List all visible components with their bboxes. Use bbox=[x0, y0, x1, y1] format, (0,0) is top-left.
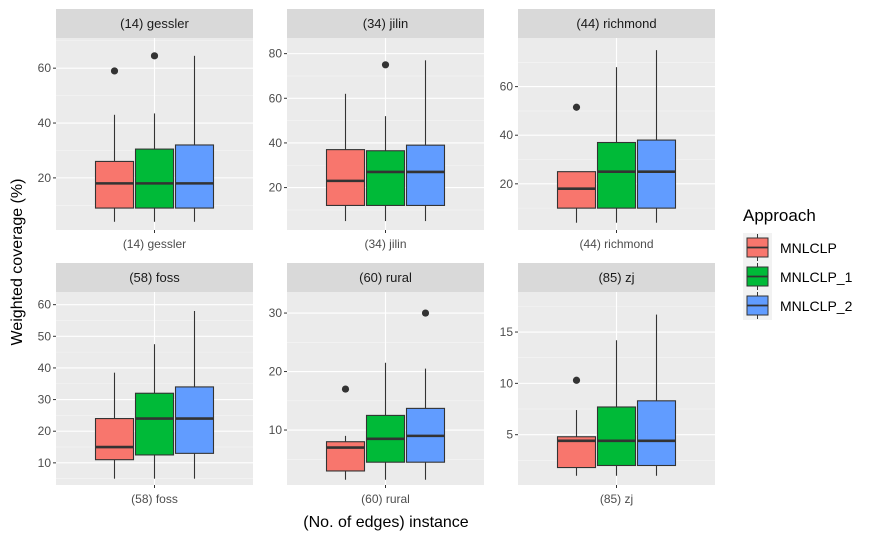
box-mnlclp-2 bbox=[636, 50, 677, 223]
box-body bbox=[636, 139, 677, 209]
box-mnlclp-2 bbox=[405, 60, 446, 222]
facet-strip bbox=[518, 263, 715, 292]
facet-strip bbox=[287, 9, 484, 38]
x-tick-label: (60) rural bbox=[361, 492, 410, 506]
y-tick-label: 60 bbox=[500, 80, 514, 94]
y-tick-label: 40 bbox=[38, 116, 52, 130]
y-tick-label: 30 bbox=[269, 306, 283, 320]
outlier-point bbox=[341, 385, 350, 393]
box-body bbox=[596, 406, 637, 467]
y-tick-label: 80 bbox=[269, 47, 283, 61]
legend-item-mnlclp-2: MNLCLP_2 bbox=[743, 291, 853, 320]
y-tick-label: 15 bbox=[500, 325, 514, 339]
outlier-point bbox=[421, 309, 430, 317]
box-mnlclp-1 bbox=[134, 52, 175, 222]
y-tick-label: 20 bbox=[500, 177, 514, 191]
x-tick-label: (85) zj bbox=[600, 492, 633, 506]
facet-panel: (58) foss 10 20 30 40 50 60 (58) foss bbox=[38, 263, 253, 506]
y-tick-label: 60 bbox=[38, 298, 52, 312]
facet-panel: (85) zj 5 10 15 (85) zj bbox=[500, 263, 715, 506]
box-body bbox=[596, 141, 637, 209]
box-mnlclp bbox=[94, 67, 135, 222]
y-axis-title: Weighted coverage (%) bbox=[9, 179, 26, 346]
box-body bbox=[365, 150, 406, 206]
box-body bbox=[134, 148, 175, 209]
box-body bbox=[174, 386, 215, 454]
outlier-point bbox=[150, 52, 159, 60]
box-mnlclp bbox=[556, 103, 597, 223]
box-mnlclp-2 bbox=[405, 309, 446, 480]
y-tick-label: 40 bbox=[500, 128, 514, 142]
y-tick-label: 20 bbox=[269, 181, 283, 195]
x-tick-label: (44) richmond bbox=[579, 237, 653, 251]
box-mnlclp-2 bbox=[174, 310, 215, 479]
box-mnlclp-2 bbox=[174, 55, 215, 222]
box-body bbox=[94, 418, 135, 461]
facet-strip-label: (14) gessler bbox=[120, 16, 189, 31]
box-mnlclp-1 bbox=[596, 67, 637, 223]
y-tick-label: 10 bbox=[269, 423, 283, 437]
legend-label: MNLCLP_1 bbox=[780, 269, 853, 285]
box-body bbox=[405, 144, 446, 206]
box-mnlclp bbox=[94, 372, 135, 479]
y-tick-label: 10 bbox=[500, 376, 514, 390]
y-tick-label: 5 bbox=[506, 428, 513, 442]
facet-strip-label: (44) richmond bbox=[576, 16, 656, 31]
panels-layer: (14) gessler 20 40 60 (14) gessler (34) jilin… bbox=[38, 9, 715, 506]
y-tick-label: 30 bbox=[38, 393, 52, 407]
facet-strip-label: (58) foss bbox=[129, 270, 180, 285]
box-mnlclp-2 bbox=[636, 314, 677, 476]
box-body bbox=[325, 149, 366, 206]
box-body bbox=[174, 144, 215, 209]
y-tick-label: 20 bbox=[269, 365, 283, 379]
x-tick-label: (14) gessler bbox=[123, 237, 186, 251]
facet-strip bbox=[56, 9, 253, 38]
y-tick-label: 60 bbox=[38, 61, 52, 75]
legend: Approach MNLCLP MNLCLP_1 MNLCLP_2 bbox=[743, 206, 853, 320]
facet-panel: (14) gessler 20 40 60 (14) gessler bbox=[38, 9, 253, 251]
box-body bbox=[636, 400, 677, 467]
box-mnlclp-1 bbox=[134, 344, 175, 479]
y-tick-label: 20 bbox=[38, 171, 52, 185]
facet-panel: (60) rural 10 20 30 (60) rural bbox=[269, 263, 484, 506]
box-body bbox=[325, 441, 366, 472]
x-axis-title: (No. of edges) instance bbox=[303, 514, 469, 531]
legend-item-mnlclp-1: MNLCLP_1 bbox=[743, 262, 853, 291]
x-tick-label: (58) foss bbox=[131, 492, 178, 506]
legend-label: MNLCLP bbox=[780, 240, 837, 256]
box-mnlclp-1 bbox=[596, 340, 637, 476]
y-tick-label: 50 bbox=[38, 329, 52, 343]
box-mnlclp bbox=[325, 93, 366, 222]
y-tick-label: 20 bbox=[38, 424, 52, 438]
legend-item-mnlclp: MNLCLP bbox=[743, 233, 837, 262]
outlier-point bbox=[572, 376, 581, 384]
facet-strip bbox=[518, 9, 715, 38]
x-tick-label: (34) jilin bbox=[364, 237, 406, 251]
legend-label: MNLCLP_2 bbox=[780, 298, 853, 314]
facet-strip-label: (60) rural bbox=[359, 270, 412, 285]
facet-panel: (44) richmond 20 40 60 (44) richmond bbox=[500, 9, 715, 251]
box-mnlclp-1 bbox=[365, 362, 406, 480]
outlier-point bbox=[572, 103, 581, 111]
y-tick-label: 40 bbox=[38, 361, 52, 375]
facet-strip bbox=[56, 263, 253, 292]
facet-strip-label: (34) jilin bbox=[363, 16, 409, 31]
box-mnlclp bbox=[556, 376, 597, 476]
outlier-point bbox=[110, 67, 119, 75]
facet-panel: (34) jilin 20 40 60 80 (34) jilin bbox=[269, 9, 484, 251]
box-body bbox=[134, 392, 175, 456]
y-tick-label: 60 bbox=[269, 91, 283, 105]
facet-strip bbox=[287, 263, 484, 292]
box-mnlclp bbox=[325, 385, 366, 480]
y-tick-label: 10 bbox=[38, 456, 52, 470]
box-body bbox=[94, 160, 135, 209]
facet-strip-label: (85) zj bbox=[598, 270, 634, 285]
outlier-point bbox=[381, 61, 390, 69]
legend-title: Approach bbox=[743, 206, 816, 225]
box-mnlclp-1 bbox=[365, 61, 406, 222]
y-tick-label: 40 bbox=[269, 136, 283, 150]
